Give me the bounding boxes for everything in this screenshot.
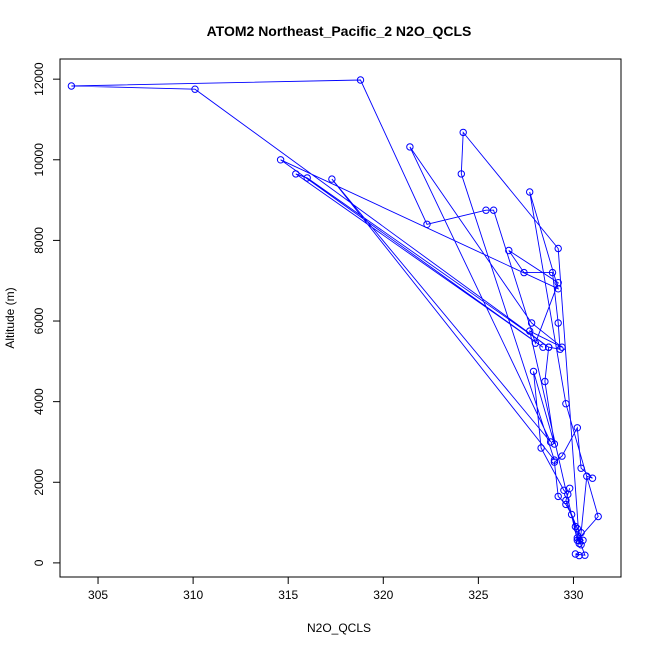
plot-frame <box>59 58 622 578</box>
data-point <box>558 343 566 351</box>
data-point <box>489 206 498 214</box>
data-point <box>554 319 562 327</box>
data-point <box>67 82 76 90</box>
data-point <box>529 367 538 376</box>
data-point <box>545 343 553 351</box>
data-point <box>554 244 562 253</box>
data-point <box>550 458 559 466</box>
y-axis-label: Altitude (m) <box>3 287 17 348</box>
data-point <box>459 128 467 137</box>
y-tick-label: 6000 <box>32 307 46 334</box>
data-point <box>564 490 572 499</box>
data-point <box>541 377 549 386</box>
data-point <box>505 246 513 255</box>
data-point <box>423 220 431 229</box>
data-point <box>546 438 555 446</box>
x-axis-label: N2O_QCLS <box>307 621 371 635</box>
y-tick-label: 2000 <box>32 469 46 496</box>
data-point <box>191 85 199 93</box>
data-point <box>573 424 581 432</box>
data-point <box>575 551 583 560</box>
y-tick-label: 4000 <box>32 388 46 415</box>
data-point <box>537 444 545 452</box>
data-point <box>575 537 583 545</box>
x-axis: 305 310 315 320 325 330 <box>88 577 584 602</box>
x-tick-label: 320 <box>373 588 393 602</box>
data-point <box>526 188 534 196</box>
y-tick-label: 0 <box>32 559 46 566</box>
y-tick-label: 10000 <box>32 143 46 177</box>
data-point <box>562 400 570 408</box>
data-point <box>558 452 566 460</box>
x-tick-label: 305 <box>88 588 108 602</box>
data-point <box>539 343 547 351</box>
data-point <box>577 529 585 537</box>
data-point <box>583 472 591 480</box>
data-point <box>303 174 311 182</box>
data-point <box>550 440 559 448</box>
data-point <box>560 486 568 494</box>
x-tick-label: 315 <box>278 588 298 602</box>
data-point <box>531 339 540 347</box>
data-point <box>573 524 581 533</box>
data-point <box>554 285 562 293</box>
data-point <box>406 143 414 151</box>
y-tick-label: 8000 <box>32 227 46 254</box>
data-point <box>571 522 580 531</box>
data-point <box>520 268 528 277</box>
data-point <box>594 512 602 521</box>
x-tick-label: 330 <box>563 588 583 602</box>
data-point <box>577 541 585 549</box>
data-point <box>276 156 285 164</box>
data-point <box>550 456 559 464</box>
data-point <box>562 500 570 509</box>
y-tick-label: 12000 <box>32 62 46 96</box>
y-axis: 0 2000 4000 6000 8000 10000 12000 <box>32 62 60 566</box>
data-point <box>356 76 365 84</box>
data-point <box>527 319 536 327</box>
x-tick-label: 325 <box>468 588 488 602</box>
series-line <box>71 79 599 557</box>
data-point <box>526 327 534 335</box>
data-point <box>548 268 557 277</box>
data-point <box>577 464 585 472</box>
data-point <box>292 170 300 178</box>
data-point <box>567 510 576 519</box>
data-point <box>482 206 490 214</box>
data-point <box>556 345 564 353</box>
data-point <box>328 175 336 183</box>
chart-title: ATOM2 Northeast_Pacific_2 N2O_QCLS <box>207 23 472 39</box>
data-point <box>571 550 580 558</box>
plot-area <box>67 76 602 560</box>
data-point <box>457 170 465 178</box>
x-tick-label: 310 <box>183 588 203 602</box>
data-point <box>554 492 562 501</box>
data-point <box>581 551 589 559</box>
